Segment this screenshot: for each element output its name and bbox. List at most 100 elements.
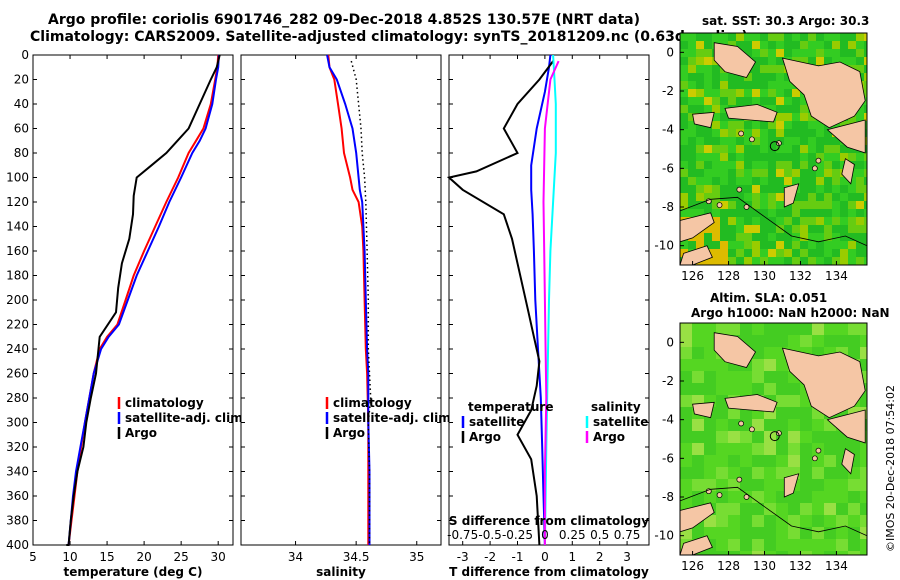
sst-map-cell (704, 33, 712, 41)
sst-map-cell (752, 249, 760, 257)
sst-map-cell (736, 145, 744, 153)
sst-map-cell (784, 121, 792, 129)
sst-map-cell (776, 169, 784, 177)
sst-map-cell (864, 113, 867, 121)
sla-map-cell (740, 479, 752, 491)
sla-map-land (679, 535, 713, 556)
sst-map-cell (800, 97, 808, 105)
sla-map-cell (764, 419, 776, 431)
sla-map-cell (752, 431, 764, 443)
sla-map-cell (740, 515, 752, 527)
sst-map-cell (784, 217, 792, 225)
sst-map-cell (816, 257, 824, 265)
sst-map-cell (816, 249, 824, 257)
y-tick-label: 80 (14, 146, 29, 160)
sst-map-cell (832, 41, 840, 49)
sst-map-cell (688, 177, 696, 185)
sst-map-cell (784, 97, 792, 105)
sst-map-cell (752, 41, 760, 49)
sst-map-cell (784, 89, 792, 97)
sst-map-cell (712, 249, 720, 257)
sst-map-cell (704, 233, 712, 241)
sst-map-cell (744, 145, 752, 153)
sst-map-cell (848, 249, 856, 257)
sst-map-cell (720, 81, 728, 89)
sst-map-cell (688, 97, 696, 105)
sla-map-cell (764, 371, 776, 383)
sla-map-cell (680, 371, 692, 383)
sla-map-cell (776, 371, 788, 383)
sst-map-cell (768, 169, 776, 177)
sst-map-cell (696, 105, 704, 113)
sst-map-cell (736, 257, 744, 265)
sst-map-cell (768, 97, 776, 105)
sst-map-cell (776, 193, 784, 201)
sst-map-cell (792, 33, 800, 41)
temperature-legend-label: Argo (125, 426, 157, 440)
sst-map-cell (792, 201, 800, 209)
sst-map-cell (816, 161, 824, 169)
sla-map-cell (716, 503, 728, 515)
sla-map-cell (764, 515, 776, 527)
sla-map-cell (836, 467, 848, 479)
sst-map-cell (848, 177, 856, 185)
sst-map-cell (776, 105, 784, 113)
sst-map-cell (760, 137, 768, 145)
sla-map-cell (800, 467, 812, 479)
sst-map-cell (832, 49, 840, 57)
sst-map-cell (848, 201, 856, 209)
sst-map-cell (744, 169, 752, 177)
sst-map-cell (800, 193, 808, 201)
sst-map-cell (760, 129, 768, 137)
sla-map-cell (704, 359, 716, 371)
sst-map-cell (768, 33, 776, 41)
sla-map-cell (740, 467, 752, 479)
sst-map-cell (864, 177, 867, 185)
sst-map-cell (704, 145, 712, 153)
sst-map-cell (688, 41, 696, 49)
sla-map-cell (836, 551, 848, 555)
sst-map-cell (776, 113, 784, 121)
sst-map-cell (728, 249, 736, 257)
sla-map-cell (848, 515, 860, 527)
sst-map-cell (816, 121, 824, 129)
sst-map-cell (736, 153, 744, 161)
sst-map-cell (720, 145, 728, 153)
sst-map-cell (808, 241, 816, 249)
sst-map-cell (800, 177, 808, 185)
sst-map-cell (792, 105, 800, 113)
sst-map-cell (760, 49, 768, 57)
sst-map-cell (696, 233, 704, 241)
sla-map-cell (812, 515, 824, 527)
sst-map-cell (840, 49, 848, 57)
sst-map-cell (760, 177, 768, 185)
sla-map-cell (860, 467, 867, 479)
temperature-x-tick-label: 25 (174, 550, 189, 564)
sla-map-cell (752, 443, 764, 455)
sst-map-cell (680, 65, 688, 73)
sst-map-cell (864, 161, 867, 169)
sst-map-cell (824, 161, 832, 169)
sst-map-cell (808, 233, 816, 241)
sst-map-cell (720, 185, 728, 193)
sla-map-cell (776, 443, 788, 455)
sst-map-cell (776, 81, 784, 89)
sst-map-cell (728, 73, 736, 81)
sst-map-cell (760, 33, 768, 41)
sst-map-cell (728, 41, 736, 49)
sla-map-cell (752, 491, 764, 503)
sst-map-cell (776, 57, 784, 65)
sla-map-cell (812, 527, 824, 539)
sla-map-cell (788, 323, 800, 335)
sla-map-cell (860, 527, 867, 539)
sst-map-y-tick-label: -8 (662, 200, 674, 214)
sla-map-cell (680, 395, 692, 407)
sla-map-cell (728, 383, 740, 395)
sla-map-cell (800, 455, 812, 467)
sla-map-island (743, 494, 750, 500)
diff-legend-label: Argo (469, 430, 501, 444)
sla-map-x-tick-label: 132 (789, 559, 812, 573)
sla-map-cell (716, 467, 728, 479)
sst-map-cell (760, 41, 768, 49)
sst-map-cell (704, 97, 712, 105)
